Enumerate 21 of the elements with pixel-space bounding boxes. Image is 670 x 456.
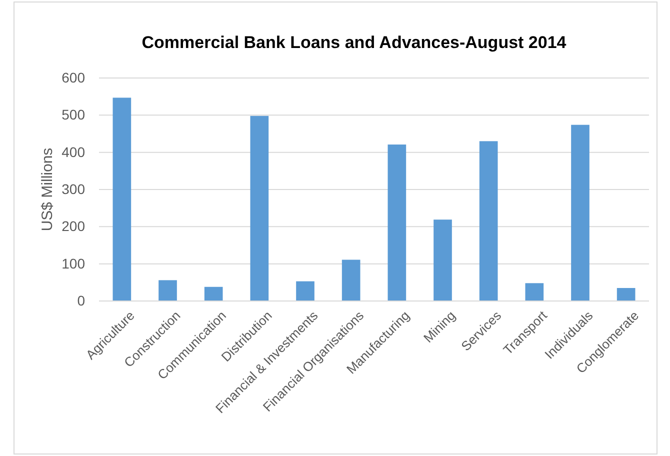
chart-title: Commercial Bank Loans and Advances-August 2014 xyxy=(142,33,567,52)
y-tick-label: 500 xyxy=(62,106,86,123)
y-tick-label: 0 xyxy=(77,292,86,308)
y-tick-label: 300 xyxy=(62,180,86,197)
bar xyxy=(250,116,269,301)
bar xyxy=(434,220,452,301)
bar xyxy=(479,141,498,301)
y-tick-label: 100 xyxy=(62,255,86,272)
bar xyxy=(388,144,406,301)
bar xyxy=(616,288,636,301)
y-tick-label: 400 xyxy=(62,144,86,160)
bar xyxy=(571,124,590,301)
bar xyxy=(112,98,132,301)
bar xyxy=(342,260,360,301)
bar xyxy=(525,283,544,301)
bar xyxy=(296,281,314,301)
y-tick-label: 200 xyxy=(62,218,86,234)
y-axis-title: US$ Millions xyxy=(39,148,56,232)
y-tick-label: 600 xyxy=(62,69,86,86)
bar xyxy=(204,286,223,301)
bar xyxy=(158,280,177,301)
